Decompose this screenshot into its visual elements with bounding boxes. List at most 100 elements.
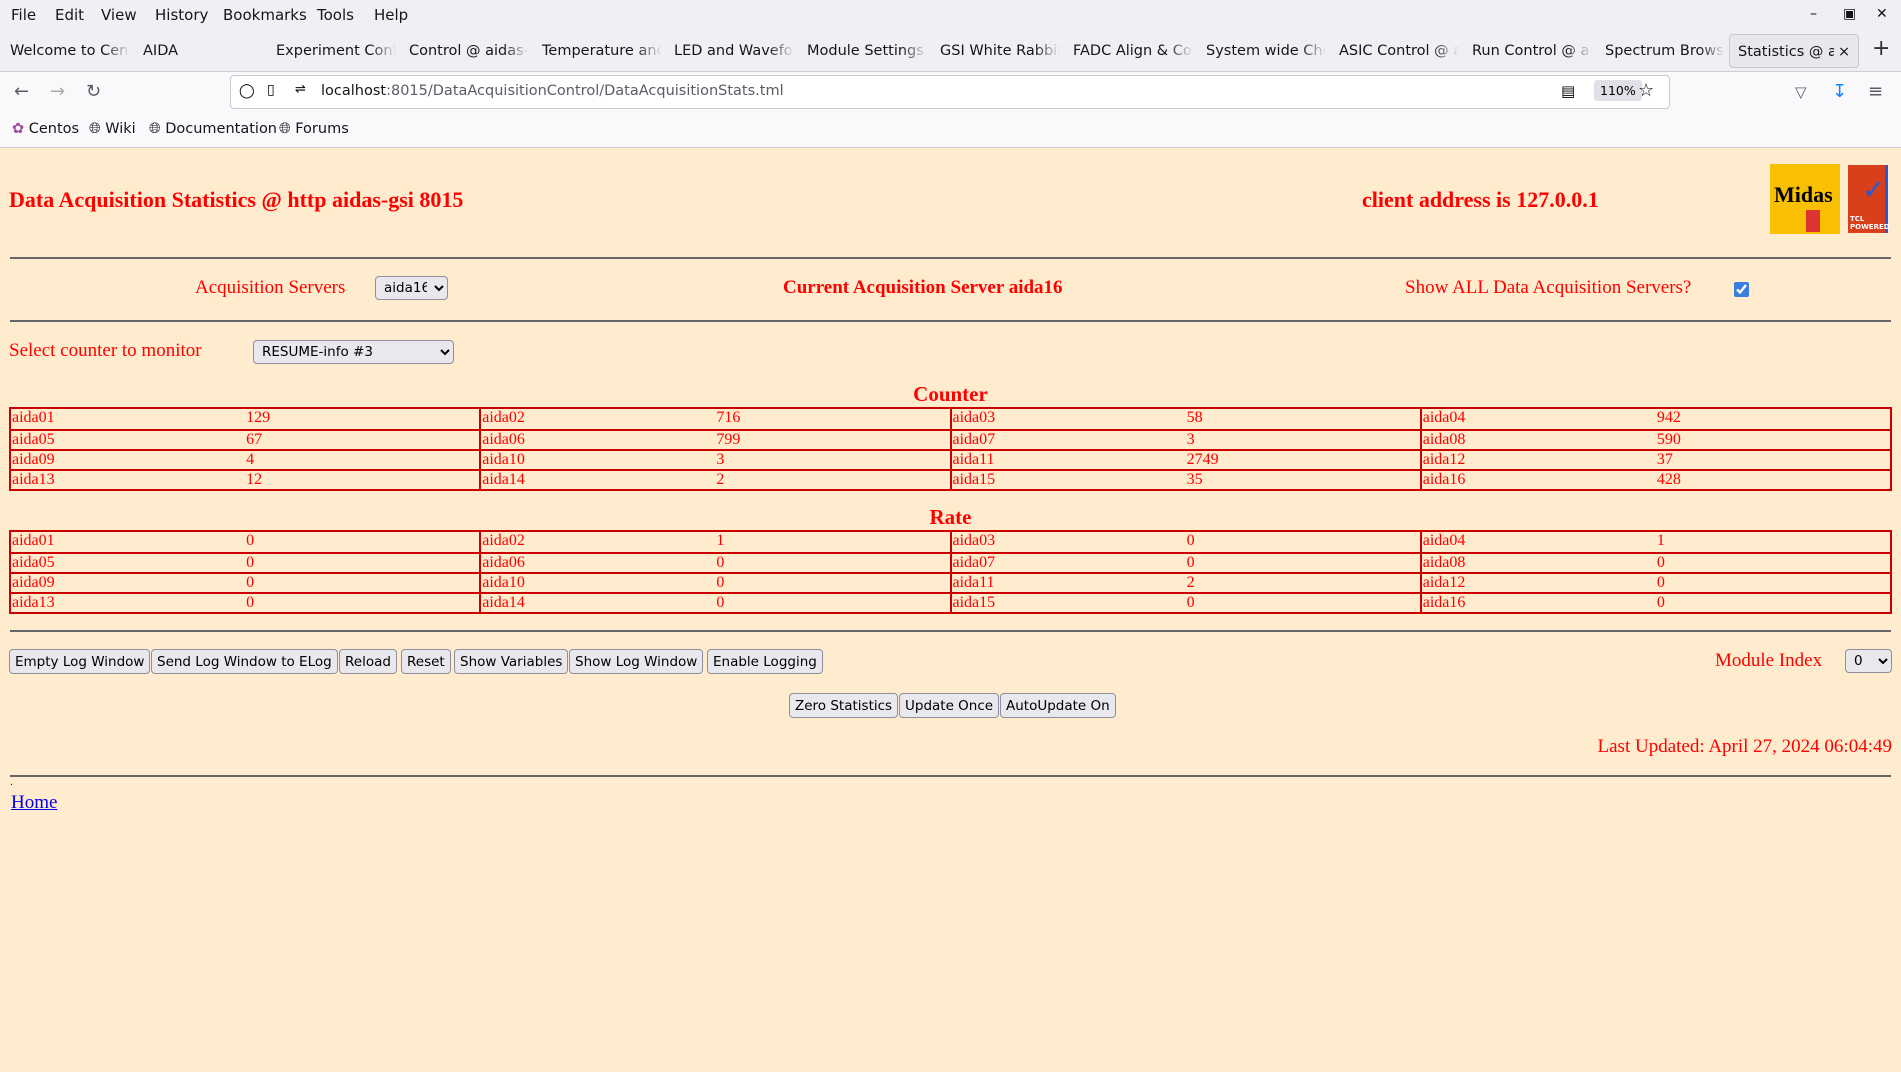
menu-view[interactable]: View [101, 6, 137, 24]
show-variables-button[interactable]: Show Variables [454, 649, 569, 674]
bookmark-label: Documentation [165, 121, 277, 137]
current-server: Current Acquisition Server aida16 [783, 277, 1063, 298]
bookmarks-bar: ✿ Centos 🌐︎ Wiki 🌐︎ Documentation 🌐︎ For… [0, 112, 1901, 148]
module-cell: aida02 716 [479, 409, 949, 429]
module-value: 0 [716, 554, 725, 571]
module-name: aida07 [952, 554, 996, 571]
download-icon[interactable]: ↧ [1832, 81, 1848, 102]
home-link[interactable]: Home [11, 792, 58, 813]
module-cell: aida01 129 [11, 409, 479, 429]
tab[interactable]: LED and Waveform [674, 43, 794, 59]
module-name: aida16 [1422, 594, 1466, 611]
maximize-icon[interactable]: ▣ [1843, 6, 1857, 22]
close-window-icon[interactable]: ✕ [1876, 6, 1888, 22]
menu-help[interactable]: Help [374, 6, 409, 24]
shield-icon[interactable]: ◯ [239, 83, 255, 99]
reset-button[interactable]: Reset [401, 649, 451, 674]
acquisition-servers-select[interactable]: aida16 [375, 276, 448, 300]
tab-active[interactable]: Statistics @ aidas× [1729, 34, 1859, 68]
tab[interactable]: Run Control @ aidas [1472, 43, 1592, 59]
module-cell: aida15 35 [949, 471, 1420, 489]
send-log-to-elog-button[interactable]: Send Log Window to ELog [151, 649, 338, 674]
bookmark-documentation[interactable]: 🌐︎ Documentation [149, 121, 277, 137]
tab[interactable]: Spectrum Browser [1605, 43, 1725, 59]
tab[interactable]: Control @ aidas-gsi [409, 43, 529, 59]
tab[interactable]: FADC Align & Control [1073, 43, 1193, 59]
zero-statistics-button[interactable]: Zero Statistics [789, 693, 899, 718]
pocket-icon[interactable]: ▽ [1795, 83, 1807, 101]
module-name: aida03 [952, 409, 996, 426]
module-value: 942 [1656, 409, 1681, 426]
module-cell: aida03 0 [949, 532, 1420, 552]
menu-icon[interactable]: ≡ [1868, 81, 1884, 102]
url-text[interactable]: localhost:8015/DataAcquisitionControl/Da… [321, 83, 784, 99]
table-row: aida13 0 aida14 0 aida15 0 aida16 0 [11, 592, 1890, 612]
tab[interactable]: AIDA [143, 43, 179, 59]
tab[interactable]: Temperature and [542, 43, 662, 59]
tab[interactable]: Experiment Control [276, 43, 396, 59]
reload-icon[interactable]: ↻ [86, 81, 102, 102]
permissions-icon[interactable]: ⇌ [295, 82, 306, 97]
tab[interactable]: Welcome to Centos [10, 43, 130, 59]
midas-logo: Midas [1770, 164, 1840, 234]
tab[interactable]: GSI White Rabbit [940, 43, 1060, 59]
globe-icon: 🌐︎ [89, 121, 101, 137]
back-icon[interactable]: ← [14, 81, 30, 102]
enable-logging-button[interactable]: Enable Logging [707, 649, 823, 674]
module-cell: aida11 2749 [949, 451, 1420, 469]
star-icon[interactable]: ☆ [1638, 80, 1655, 101]
module-value: 0 [1186, 532, 1195, 549]
module-name: aida10 [482, 574, 525, 591]
show-all-checkbox[interactable] [1734, 282, 1749, 297]
menu-history[interactable]: History [155, 6, 209, 24]
module-value: 428 [1656, 471, 1681, 488]
bookmark-wiki[interactable]: 🌐︎ Wiki [89, 121, 136, 137]
menu-edit[interactable]: Edit [55, 6, 85, 24]
show-log-window-button[interactable]: Show Log Window [569, 649, 704, 674]
rate-heading: Rate [929, 505, 972, 529]
divider [10, 630, 1891, 632]
menu-tools[interactable]: Tools [317, 6, 354, 24]
tab[interactable]: System wide Checks [1206, 43, 1326, 59]
reload-button[interactable]: Reload [339, 649, 397, 674]
bookmark-forums[interactable]: 🌐︎ Forums [279, 121, 349, 137]
module-name: aida13 [12, 471, 55, 488]
menu-bookmarks[interactable]: Bookmarks [223, 6, 307, 24]
counter-heading: Counter [913, 382, 988, 406]
module-name: aida02 [482, 409, 525, 426]
module-cell: aida14 2 [479, 471, 949, 489]
autoupdate-button[interactable]: AutoUpdate On [1000, 693, 1116, 718]
globe-icon: 🌐︎ [149, 121, 161, 137]
module-index-select[interactable]: 0 [1845, 649, 1892, 673]
module-name: aida01 [12, 409, 55, 426]
close-tab-icon[interactable]: × [1838, 44, 1851, 60]
module-value: 3 [1186, 431, 1195, 448]
page-icon: ▯ [267, 82, 275, 98]
bookmark-label: Centos [28, 121, 80, 137]
zoom-level[interactable]: 110% [1594, 80, 1642, 101]
empty-log-window-button[interactable]: Empty Log Window [9, 649, 151, 674]
url-bar[interactable]: ◯ ▯ ⇌ localhost:8015/DataAcquisitionCont… [230, 75, 1670, 109]
module-value: 1 [1656, 532, 1665, 549]
module-name: aida07 [952, 431, 996, 448]
minimize-icon[interactable]: – [1810, 6, 1817, 22]
module-name: aida10 [482, 451, 525, 468]
reader-view-icon[interactable]: ▤ [1561, 82, 1576, 100]
bookmark-centos[interactable]: ✿ Centos [12, 121, 79, 137]
module-name: aida03 [952, 532, 996, 549]
new-tab-icon[interactable]: + [1872, 36, 1891, 61]
counter-select[interactable]: RESUME-info #3 [253, 340, 454, 364]
module-cell: aida02 1 [479, 532, 949, 552]
module-cell: aida10 3 [479, 451, 949, 469]
module-cell: aida10 0 [479, 574, 949, 592]
acquisition-servers-label: Acquisition Servers [195, 277, 346, 298]
module-name: aida06 [482, 554, 525, 571]
url-path: :8015/DataAcquisitionControl/DataAcquisi… [386, 83, 784, 99]
update-once-button[interactable]: Update Once [899, 693, 1000, 718]
module-cell: aida05 0 [11, 554, 479, 572]
tab[interactable]: ASIC Control @ aidas [1339, 43, 1459, 59]
forward-icon[interactable]: → [50, 81, 66, 102]
module-value: 1 [716, 532, 725, 549]
tab[interactable]: Module Settings [807, 43, 924, 59]
menu-file[interactable]: File [11, 6, 37, 24]
